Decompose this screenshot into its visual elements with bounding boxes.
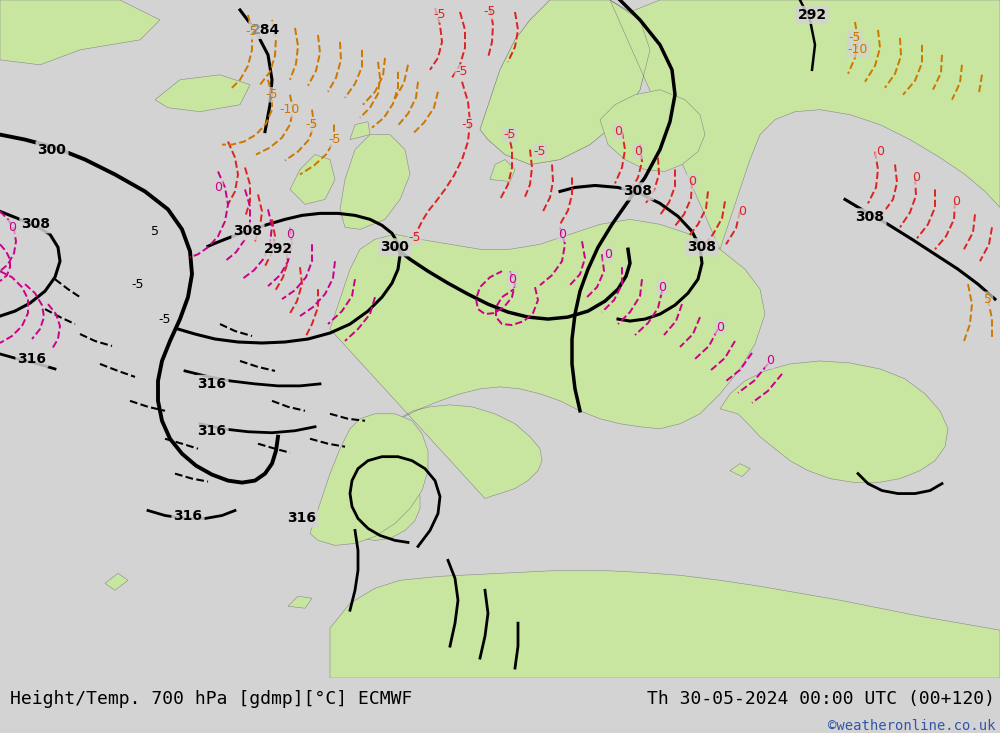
- Text: 292: 292: [263, 243, 293, 257]
- Text: -5: -5: [329, 133, 341, 146]
- Text: 308: 308: [624, 185, 652, 199]
- Polygon shape: [105, 573, 128, 590]
- Text: -5: -5: [409, 231, 421, 244]
- Polygon shape: [730, 464, 750, 476]
- Text: 0: 0: [658, 281, 666, 294]
- Polygon shape: [340, 135, 410, 229]
- Polygon shape: [350, 122, 370, 139]
- Polygon shape: [490, 160, 515, 182]
- Text: 316: 316: [288, 512, 316, 526]
- Text: 0: 0: [876, 145, 884, 158]
- Text: 300: 300: [38, 142, 66, 157]
- Polygon shape: [480, 0, 1000, 249]
- Text: -5: -5: [462, 118, 474, 131]
- Text: Th 30-05-2024 00:00 UTC (00+120): Th 30-05-2024 00:00 UTC (00+120): [647, 690, 995, 708]
- Text: ©weatheronline.co.uk: ©weatheronline.co.uk: [828, 719, 995, 733]
- Polygon shape: [288, 596, 312, 608]
- Text: 316: 316: [18, 352, 46, 366]
- Text: 5: 5: [984, 292, 992, 306]
- Text: 308: 308: [688, 240, 716, 254]
- Text: 0: 0: [614, 125, 622, 138]
- Text: 300: 300: [381, 240, 409, 254]
- Text: -5: -5: [306, 118, 318, 131]
- Polygon shape: [330, 219, 765, 540]
- Text: 308: 308: [22, 218, 50, 232]
- Text: 0: 0: [634, 145, 642, 158]
- Text: 0: 0: [8, 221, 16, 234]
- Text: 308: 308: [856, 210, 885, 224]
- Text: 0: 0: [766, 355, 774, 367]
- Text: 308: 308: [234, 224, 262, 238]
- Text: 292: 292: [797, 8, 827, 22]
- Text: -10: -10: [280, 103, 300, 117]
- Text: -5: -5: [132, 278, 144, 291]
- Text: 0: 0: [214, 181, 222, 194]
- Text: 0: 0: [688, 175, 696, 188]
- Text: 0: 0: [912, 171, 920, 184]
- Text: -5: -5: [159, 312, 171, 325]
- Text: 316: 316: [198, 424, 226, 438]
- Text: 0: 0: [604, 248, 612, 261]
- Text: -5: -5: [534, 145, 546, 158]
- Polygon shape: [330, 570, 1000, 678]
- Text: -5: -5: [266, 88, 278, 101]
- Polygon shape: [290, 155, 335, 205]
- Polygon shape: [0, 0, 160, 65]
- Text: 5: 5: [151, 225, 159, 237]
- Text: 0: 0: [952, 195, 960, 208]
- Text: 284: 284: [250, 23, 280, 37]
- Text: 316: 316: [198, 377, 226, 391]
- Text: 0: 0: [738, 205, 746, 218]
- Text: -5: -5: [849, 32, 861, 45]
- Text: 316: 316: [174, 509, 202, 523]
- Text: 0: 0: [508, 273, 516, 286]
- Polygon shape: [720, 361, 948, 482]
- Text: -5: -5: [246, 26, 258, 38]
- Polygon shape: [600, 89, 705, 172]
- Text: 0: 0: [286, 228, 294, 241]
- Text: -10: -10: [848, 43, 868, 56]
- Polygon shape: [155, 75, 250, 111]
- Polygon shape: [310, 414, 428, 545]
- Text: -5: -5: [504, 128, 516, 141]
- Text: Height/Temp. 700 hPa [gdmp][°C] ECMWF: Height/Temp. 700 hPa [gdmp][°C] ECMWF: [10, 690, 412, 708]
- Text: 0: 0: [558, 228, 566, 241]
- Text: -5: -5: [484, 5, 496, 18]
- Polygon shape: [480, 0, 650, 164]
- Text: 0: 0: [716, 320, 724, 334]
- Text: -5: -5: [456, 65, 468, 78]
- Text: -5: -5: [434, 9, 446, 21]
